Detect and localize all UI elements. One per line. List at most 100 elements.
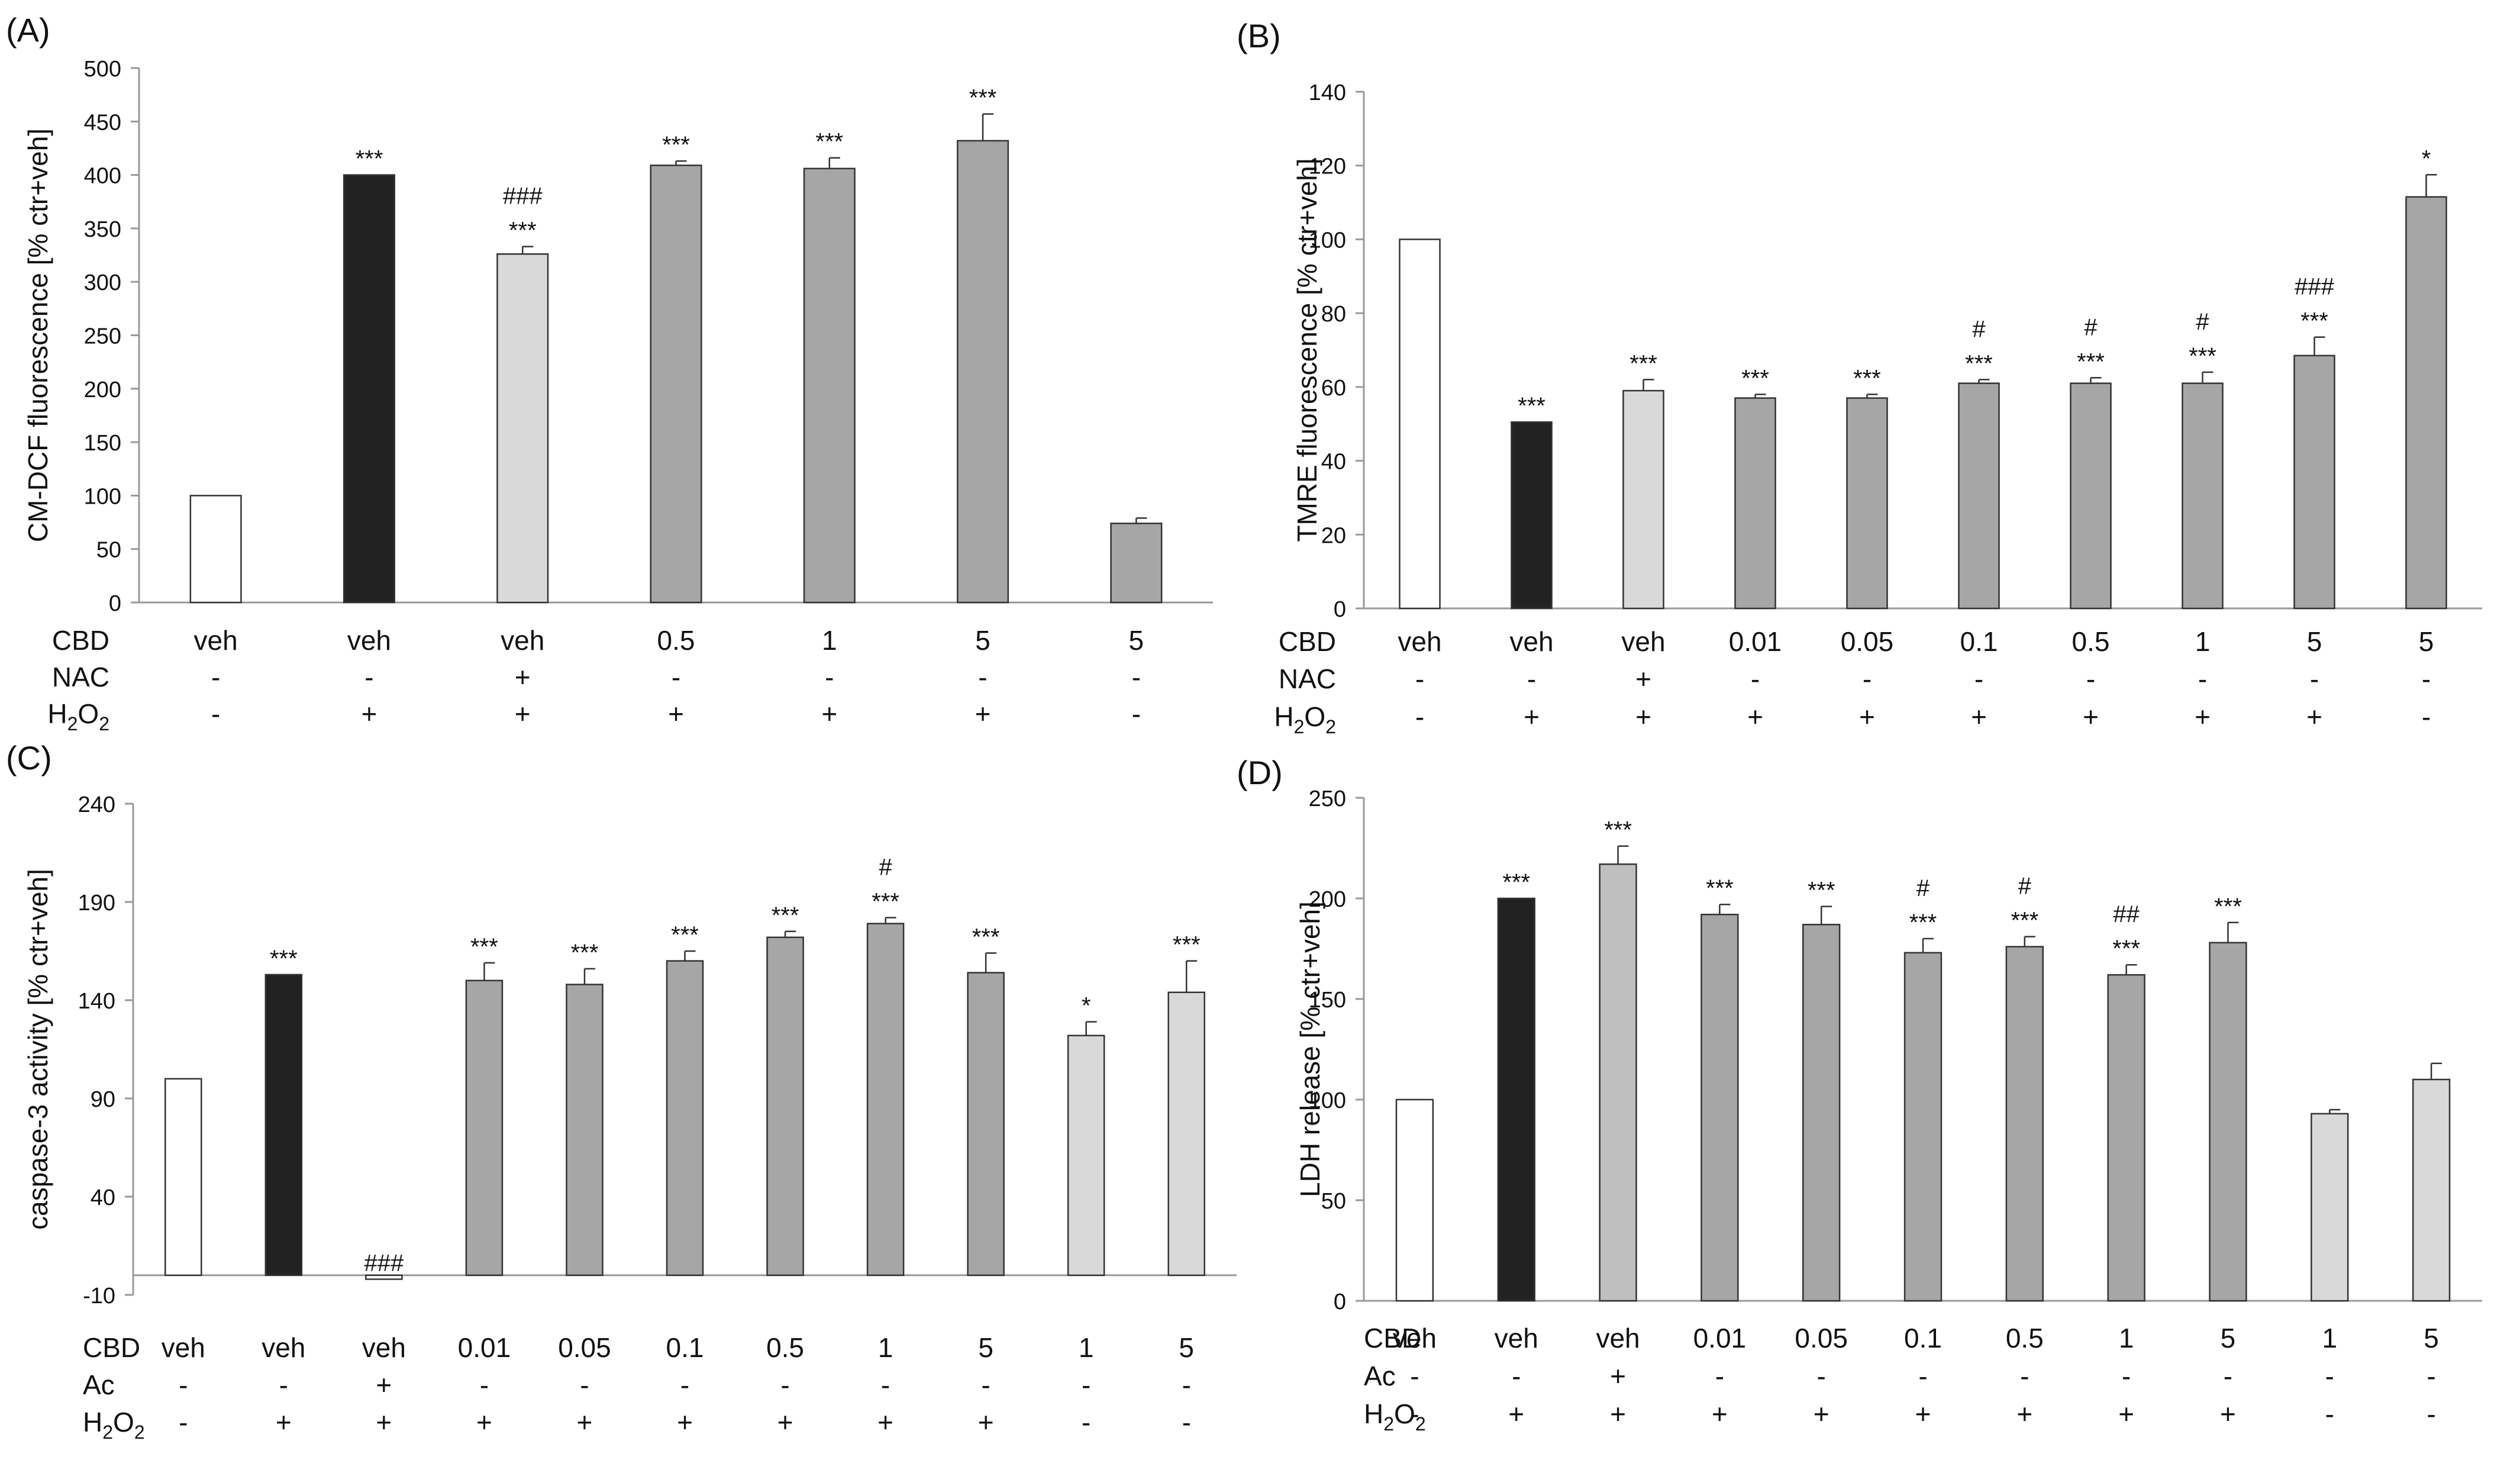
condition-value: 1 [2195, 626, 2211, 657]
condition-value: 0.01 [1693, 1323, 1747, 1354]
condition-value: - [1918, 1361, 1927, 1391]
condition-value: 1 [1079, 1332, 1094, 1363]
condition-value: 0.5 [657, 625, 695, 656]
significance-label: # [2018, 874, 2032, 900]
y-tick-label: 40 [1321, 450, 1346, 475]
significance-label: ### [364, 1250, 404, 1276]
h2o2-label-part: 2 [99, 713, 109, 734]
bar [164, 1078, 202, 1277]
condition-value: - [1182, 1369, 1191, 1400]
condition-value: - [1527, 663, 1536, 694]
condition-value: 5 [2221, 1323, 2236, 1354]
h2o2-label-part: 2 [1383, 1413, 1394, 1435]
bar [1622, 389, 1664, 610]
condition-value: - [2422, 701, 2431, 732]
y-tick-label: 50 [96, 538, 121, 563]
chart-panel-4: (D) 0 50 100 150 200 250 LDH release [% ctr+veh… [1237, 754, 2482, 1435]
bar [1802, 923, 1841, 1302]
condition-value: veh [162, 1332, 205, 1363]
y-tick-label: 0 [1334, 597, 1346, 622]
condition-value: 5 [1129, 625, 1144, 656]
bar [1903, 952, 1943, 1302]
significance-label: *** [1518, 393, 1545, 419]
significance-label: *** [772, 903, 799, 929]
significance-label: *** [1909, 910, 1937, 936]
condition-value: + [2083, 701, 2099, 732]
condition-value: + [1915, 1398, 1931, 1429]
bar [2412, 1078, 2451, 1302]
y-tick-label: 120 [1309, 154, 1346, 179]
condition-value: 5 [978, 1332, 993, 1363]
bar [2107, 974, 2145, 1302]
panel-label: (A) [6, 11, 50, 49]
condition-value: - [1410, 1361, 1419, 1391]
bar [1110, 523, 1163, 604]
y-tick-label: 300 [84, 270, 121, 295]
significance-label: *** [270, 946, 298, 972]
y-tick-label: 190 [78, 891, 115, 916]
y-tick-label: 140 [1309, 80, 1346, 105]
condition-value: + [668, 698, 684, 729]
y-tick-label: 450 [84, 110, 121, 135]
bar [365, 1274, 403, 1280]
condition-value: + [515, 662, 531, 692]
bar [189, 495, 242, 604]
bar [566, 984, 604, 1277]
significance-label: *** [2077, 349, 2105, 375]
y-tick-label: 0 [1334, 1290, 1346, 1314]
chart-panel-2: (B) 0 20 40 60 80 100 120 140 TMRE fluorescence [… [1237, 17, 2482, 737]
bar [1395, 1098, 1434, 1302]
significance-label: *** [571, 940, 599, 966]
condition-value: + [1508, 1398, 1524, 1429]
condition-value: - [672, 662, 680, 692]
condition-value: - [179, 1407, 188, 1438]
bar [343, 174, 395, 604]
condition-value: - [2427, 1361, 2435, 1391]
condition-value: - [1132, 662, 1141, 692]
significance-label: *** [872, 889, 899, 915]
condition-row-label: NAC [52, 662, 109, 692]
y-axis-title: LDH release [% ctr+veh] [1295, 901, 1325, 1197]
condition-value: - [2427, 1398, 2435, 1429]
bar [1511, 421, 1553, 610]
y-tick-label: 40 [91, 1185, 115, 1210]
h2o2-label-part: H [1364, 1398, 1383, 1429]
bar [2070, 382, 2112, 610]
condition-value: - [211, 698, 220, 729]
condition-value: + [2220, 1398, 2236, 1429]
bar [496, 253, 549, 604]
condition-value: - [1512, 1361, 1521, 1391]
h2o2-label-part: 2 [102, 1422, 113, 1443]
condition-value: 0.5 [766, 1332, 804, 1363]
condition-value: + [1610, 1361, 1626, 1391]
bar [2405, 196, 2447, 610]
y-tick-label: 200 [84, 378, 121, 402]
condition-value: 0.1 [1960, 626, 1998, 657]
condition-value: + [2118, 1398, 2134, 1429]
h2o2-label-part: 2 [1415, 1413, 1426, 1435]
condition-value: + [677, 1407, 693, 1438]
significance-label: *** [1853, 365, 1881, 391]
significance-label: *** [1630, 350, 1657, 376]
condition-value: - [1132, 698, 1141, 729]
bar [2311, 1113, 2349, 1302]
condition-value: 0.05 [1795, 1323, 1848, 1354]
condition-value: 5 [2307, 626, 2322, 657]
condition-value: veh [262, 1332, 305, 1363]
condition-value: + [1747, 701, 1763, 732]
condition-value: - [2224, 1361, 2232, 1391]
y-tick-label: 250 [1309, 787, 1346, 811]
condition-value: + [877, 1407, 893, 1438]
condition-value: - [2422, 663, 2431, 694]
condition-value: - [179, 1369, 188, 1400]
condition-value: - [1082, 1369, 1090, 1400]
y-tick-label: 500 [84, 57, 121, 82]
significance-label: # [1972, 316, 1986, 342]
y-tick-label: 20 [1321, 523, 1346, 548]
significance-label: *** [2300, 308, 2328, 334]
significance-label: *** [356, 146, 383, 172]
condition-value: + [577, 1407, 593, 1438]
condition-value: + [1859, 701, 1875, 732]
condition-value: + [2306, 701, 2322, 732]
condition-value: - [364, 662, 373, 692]
